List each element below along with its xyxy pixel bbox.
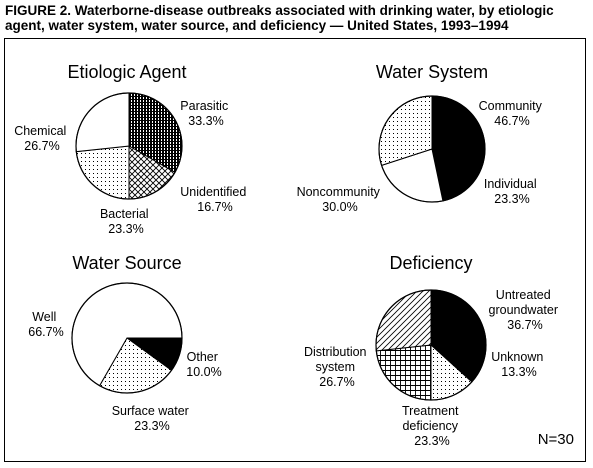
pie-outline — [378, 95, 486, 203]
pie-etiologic-agent — [75, 92, 183, 200]
slice-label-individual: Individual 23.3% — [484, 177, 540, 206]
slice-label-surface-water: Surface water 23.3% — [112, 404, 193, 433]
slice-label-bacterial: Bacterial 23.3% — [100, 207, 152, 236]
figure-title-line-2: agent, water system, water source, and d… — [5, 18, 509, 33]
slice-label-distribution-system: Distribution system 26.7% — [304, 345, 370, 389]
pie-water-system — [378, 95, 486, 203]
pie-title-etiologic-agent: Etiologic Agent — [67, 62, 186, 82]
slice-label-treatment-deficiency: Treatment deficiency 23.3% — [402, 404, 462, 448]
pie-outline — [71, 282, 183, 394]
pie-outline — [75, 92, 183, 200]
pie-deficiency — [375, 289, 487, 401]
slice-label-well: Well 66.7% — [28, 310, 63, 339]
pie-title-deficiency: Deficiency — [389, 253, 472, 273]
figure-title: FIGURE 2. Waterborne-disease outbreaks a… — [5, 3, 590, 33]
pie-title-water-source: Water Source — [72, 253, 181, 273]
slice-label-community: Community 46.7% — [479, 99, 546, 128]
pie-slice-treatment-deficiency — [375, 344, 432, 401]
slice-label-noncommunity: Noncommunity 30.0% — [297, 185, 384, 214]
pie-water-source — [71, 282, 183, 394]
slice-label-untreated-groundwater: Untreated groundwater 36.7% — [489, 288, 562, 332]
n-label: N=30 — [538, 431, 574, 448]
slice-label-unidentified: Unidentified 16.7% — [180, 185, 250, 214]
slice-label-other: Other 10.0% — [186, 350, 221, 379]
slice-label-chemical: Chemical 26.7% — [14, 124, 70, 153]
pie-slice-bacterial — [75, 145, 130, 200]
pie-slice-chemical — [75, 92, 130, 153]
slice-label-parasitic: Parasitic 33.3% — [180, 99, 231, 128]
pie-slice-distribution-system — [375, 289, 432, 352]
figure-title-line-1: FIGURE 2. Waterborne-disease outbreaks a… — [5, 3, 554, 18]
pie-outline — [375, 289, 487, 401]
figure-frame — [4, 38, 586, 462]
slice-label-unknown: Unknown 13.3% — [491, 350, 547, 379]
pie-title-water-system: Water System — [376, 62, 488, 82]
